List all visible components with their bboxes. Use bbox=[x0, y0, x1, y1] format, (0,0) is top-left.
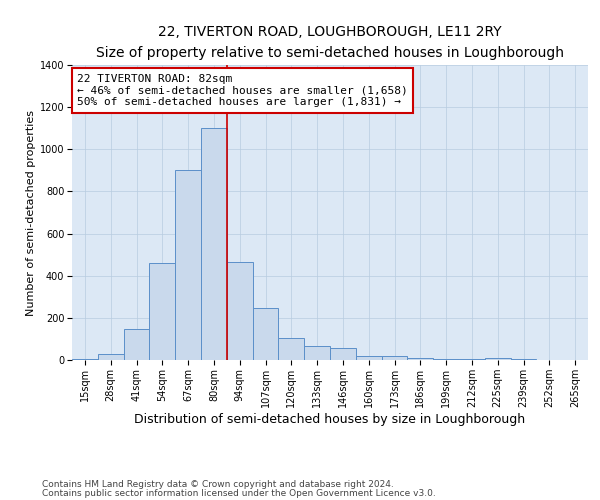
Bar bbox=[433, 359, 459, 360]
Bar bbox=[98, 354, 124, 360]
Bar bbox=[175, 170, 201, 360]
Bar bbox=[356, 356, 382, 360]
Bar bbox=[201, 128, 227, 360]
Text: Contains public sector information licensed under the Open Government Licence v3: Contains public sector information licen… bbox=[42, 488, 436, 498]
X-axis label: Distribution of semi-detached houses by size in Loughborough: Distribution of semi-detached houses by … bbox=[134, 412, 526, 426]
Bar bbox=[485, 358, 511, 360]
Bar bbox=[227, 262, 253, 360]
Bar bbox=[382, 356, 407, 360]
Title: 22, TIVERTON ROAD, LOUGHBOROUGH, LE11 2RY
Size of property relative to semi-deta: 22, TIVERTON ROAD, LOUGHBOROUGH, LE11 2R… bbox=[96, 25, 564, 59]
Bar bbox=[72, 359, 98, 360]
Bar bbox=[124, 330, 149, 360]
Bar bbox=[149, 263, 175, 360]
Bar bbox=[253, 308, 278, 360]
Bar bbox=[407, 358, 433, 360]
Y-axis label: Number of semi-detached properties: Number of semi-detached properties bbox=[26, 110, 35, 316]
Bar bbox=[459, 359, 485, 360]
Bar bbox=[511, 359, 536, 360]
Bar bbox=[304, 346, 330, 360]
Bar bbox=[330, 348, 356, 360]
Bar bbox=[278, 338, 304, 360]
Text: 22 TIVERTON ROAD: 82sqm
← 46% of semi-detached houses are smaller (1,658)
50% of: 22 TIVERTON ROAD: 82sqm ← 46% of semi-de… bbox=[77, 74, 408, 107]
Text: Contains HM Land Registry data © Crown copyright and database right 2024.: Contains HM Land Registry data © Crown c… bbox=[42, 480, 394, 489]
